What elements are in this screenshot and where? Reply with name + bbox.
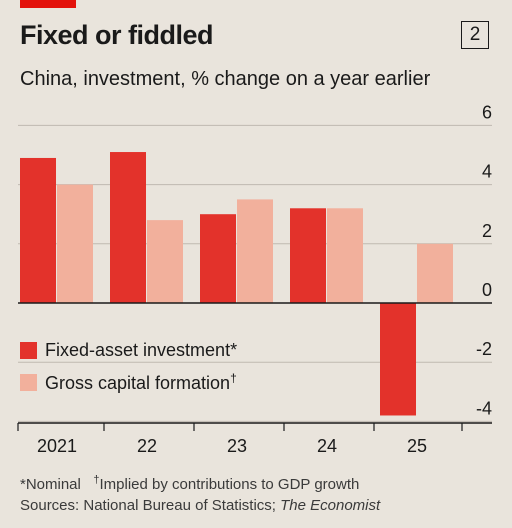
x-tick-label: 22 [137, 436, 157, 456]
bar-gross-capital [417, 243, 453, 303]
x-tick-label: 25 [407, 436, 427, 456]
axes [17, 302, 492, 431]
y-tick-label: 2 [482, 221, 492, 241]
chart-title: Fixed or fiddled [20, 20, 214, 50]
chart-number-badge: 2 [461, 21, 489, 49]
bar-gross-capital [57, 184, 93, 303]
y-tick-label: 4 [482, 162, 492, 182]
y-tick-label: -2 [476, 339, 492, 359]
bar-gross-capital [147, 220, 183, 303]
legend-label-fixed-asset: Fixed-asset investment* [45, 339, 238, 360]
bar-gross-capital [327, 208, 363, 303]
x-tick-label: 24 [317, 436, 337, 456]
footnote-dagger: † [93, 474, 100, 486]
bar-gross-capital [237, 199, 273, 303]
bar-fixed-asset [20, 157, 56, 303]
footnote-nominal: *Nominal [20, 476, 81, 493]
legend-item-fixed-asset: Fixed-asset investment* [20, 340, 237, 360]
bar-fixed-asset [290, 208, 326, 303]
y-tick-label: 0 [482, 280, 492, 300]
y-tick-label: 6 [482, 102, 492, 122]
sources-text: Sources: National Bureau of Statistics; [20, 497, 281, 514]
legend-swatch-fixed-asset [20, 341, 37, 359]
y-tick-label: -4 [476, 398, 492, 418]
bar-fixed-asset [200, 214, 236, 303]
y-tick-labels: 6 4 2 0 -2 -4 [476, 102, 492, 418]
legend-item-gross-capital: Gross capital formation† [20, 370, 237, 393]
sources-publisher: The Economist [280, 497, 381, 514]
bar-fixed-asset [110, 152, 146, 303]
x-tick-label: 23 [227, 436, 247, 456]
bars [20, 152, 453, 416]
chart-subtitle: China, investment, % change on a year ea… [20, 68, 431, 90]
bar-fixed-asset [380, 303, 416, 416]
footnote-implied: Implied by contributions to GDP growth [99, 476, 360, 493]
sources: Sources: National Bureau of Statistics; … [20, 497, 380, 514]
legend-swatch-gross-capital [20, 373, 37, 391]
footnote: *Nominal †Implied by contributions to GD… [20, 474, 359, 493]
legend-label-gross-capital: Gross capital formation† [45, 370, 237, 393]
x-tick-labels: 2021 22 23 24 25 [37, 436, 427, 456]
x-tick-label: 2021 [37, 436, 77, 456]
legend: Fixed-asset investment* Gross capital fo… [20, 340, 237, 393]
top-accent-bar [20, 0, 76, 8]
